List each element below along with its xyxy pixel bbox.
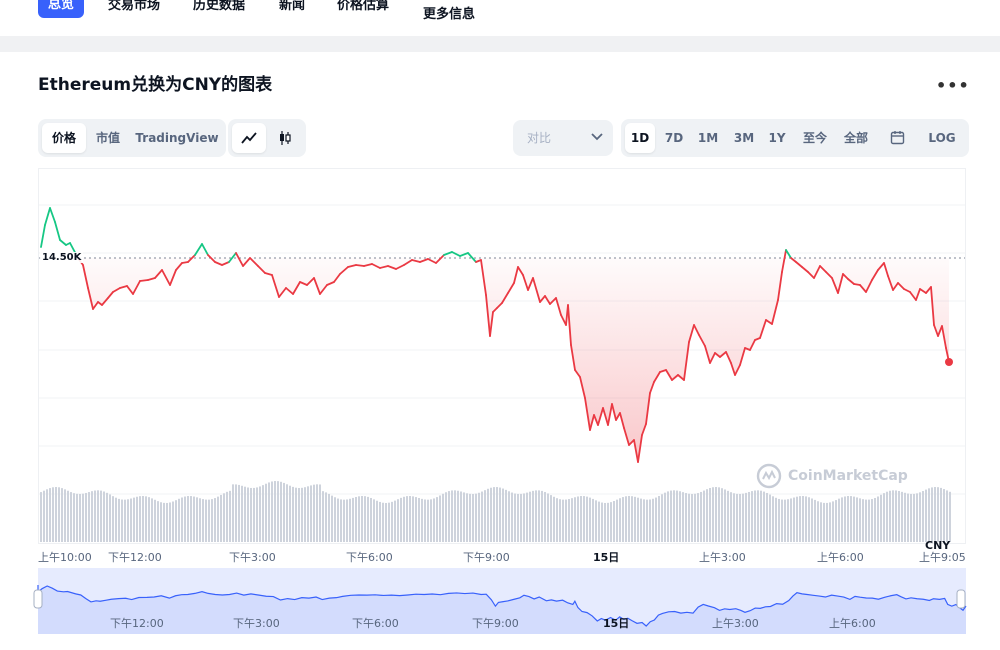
navigator-tick-label: 下午9:00 (472, 617, 519, 630)
x-tick-label: 上午9:05 (919, 551, 966, 564)
log-toggle[interactable]: LOG (928, 131, 956, 145)
range-all[interactable]: 全部 (843, 131, 868, 145)
navigator-tick-label: 下午12:00 (110, 617, 164, 630)
tab-market-cap[interactable]: 市值 (95, 131, 120, 145)
chevron-down-icon (591, 133, 603, 141)
range-1d[interactable]: 1D (625, 123, 655, 153)
watermark-text: CoinMarketCap (788, 468, 908, 484)
chart-type-selector (228, 119, 306, 157)
range-ytd[interactable]: 至今 (802, 131, 827, 145)
tab-markets[interactable]: 交易市场 (108, 0, 161, 13)
top-nav: 总览 交易市场 历史数据 新闻 价格估算 更多信息 (0, 0, 1000, 36)
tab-historical-data[interactable]: 历史数据 (193, 0, 246, 13)
section-divider (0, 36, 1000, 52)
range-7d[interactable]: 7D (664, 131, 684, 145)
x-tick-label: 上午10:00 (38, 551, 92, 564)
range-1y[interactable]: 1Y (768, 131, 786, 145)
compare-placeholder: 对比 (527, 131, 552, 145)
x-tick-label: 下午6:00 (346, 551, 393, 564)
navigator-tick-label: 下午6:00 (352, 617, 399, 630)
x-tick-label: 上午3:00 (699, 551, 746, 564)
chart-title: Ethereum兑换为CNY的图表 (38, 75, 273, 95)
range-selector: 1D 7D 1M 3M 1Y 至今 全部 LOG (621, 119, 969, 157)
range-1m[interactable]: 1M (697, 131, 719, 145)
more-dots-icon[interactable]: ••• (936, 76, 970, 95)
line-chart-icon[interactable] (232, 123, 266, 153)
tab-price[interactable]: 价格 (42, 123, 86, 153)
x-tick-label: 下午12:00 (108, 551, 162, 564)
reference-price-label: 14.50K (40, 252, 84, 263)
currency-label: CNY (925, 539, 951, 552)
x-tick-label: 上午6:00 (817, 551, 864, 564)
tab-news[interactable]: 新闻 (279, 0, 306, 13)
range-3m[interactable]: 3M (733, 131, 755, 145)
navigator-tick-label: 上午3:00 (712, 617, 759, 630)
coinmarketcap-logo-icon (756, 463, 782, 493)
x-tick-label: 下午3:00 (229, 551, 276, 564)
candlestick-icon[interactable] (268, 123, 302, 153)
x-tick-label: 下午9:00 (463, 551, 510, 564)
tab-price-estimate[interactable]: 价格估算 (337, 0, 390, 13)
navigator-tick-label: 上午6:00 (829, 617, 876, 630)
price-chart-area[interactable] (38, 168, 966, 544)
compare-dropdown[interactable]: 对比 (513, 120, 613, 156)
view-selector: 价格 市值 TradingView (38, 119, 226, 157)
calendar-icon[interactable] (881, 123, 913, 153)
navigator-tick-label: 下午3:00 (233, 617, 280, 630)
navigator-tick-label: 15日 (603, 617, 630, 630)
tab-tradingview[interactable]: TradingView (135, 131, 219, 145)
x-tick-label: 15日 (593, 551, 620, 564)
tab-overview[interactable]: 总览 (38, 0, 85, 18)
tab-more-info[interactable]: 更多信息 (423, 7, 476, 22)
